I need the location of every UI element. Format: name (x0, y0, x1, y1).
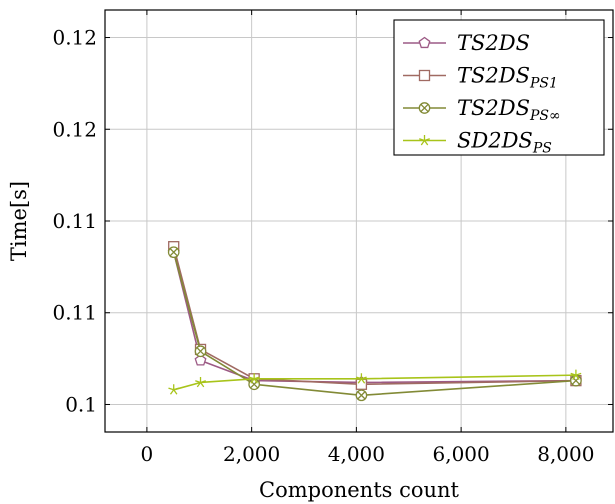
legend-label-main: SD2DS (457, 129, 533, 153)
series-group (167, 241, 582, 402)
y-tick-label: 0.11 (52, 209, 97, 233)
legend-label: TS2DS (457, 31, 530, 55)
y-tick-label: 0.1 (65, 392, 97, 416)
data-point (570, 369, 582, 380)
axis-ticks: 0 2,000 4,000 6,000 8,000 0.1 0.11 0.11 0.12 0.12 (52, 10, 613, 466)
series-4 (168, 369, 582, 395)
x-tick-label: 6,000 (432, 442, 489, 466)
data-point (167, 246, 180, 259)
data-point (168, 384, 180, 395)
data-point (194, 345, 207, 358)
data-point (355, 378, 368, 390)
y-tick-label: 0.12 (52, 117, 97, 141)
y-axis-label: Time[s] (7, 181, 31, 261)
y-tick-label: 0.12 (52, 26, 97, 50)
data-point (355, 389, 368, 402)
legend-label-subscript: PS (532, 141, 552, 157)
data-point (194, 354, 207, 366)
x-tick-label: 8,000 (537, 442, 594, 466)
series-line (172, 251, 576, 384)
legend-marker (418, 69, 431, 82)
legend-label-subscript: PS∞ (529, 108, 561, 124)
series-line (172, 246, 576, 386)
x-tick-label: 2,000 (223, 442, 280, 466)
legend-marker (418, 36, 431, 49)
legend-marker (418, 102, 431, 114)
legend-entry: TS2DSPS∞ (403, 96, 561, 124)
legend-label-subscript: PS1 (529, 76, 558, 92)
legend-entry: TS2DSPS1 (403, 64, 558, 92)
legend-label-main: TS2DS (457, 64, 530, 88)
data-point (570, 374, 582, 387)
legend-entry: TS2DS (403, 31, 530, 55)
legend-label-main: TS2DS (457, 31, 530, 55)
data-point (195, 376, 206, 388)
legend-marker (419, 135, 430, 146)
data-point (248, 373, 260, 384)
legend-label: SD2DSPS (457, 129, 552, 157)
legend-label: TS2DSPS∞ (457, 96, 561, 124)
series-2 (168, 241, 582, 390)
x-tick-label: 4,000 (328, 442, 385, 466)
series-3 (167, 246, 582, 402)
x-axis-label: Components count (259, 478, 460, 502)
y-tick-label: 0.11 (52, 301, 97, 325)
legend-label: TS2DSPS1 (457, 64, 558, 92)
x-tick-label: 0 (141, 442, 154, 466)
data-point (248, 378, 261, 391)
legend-entry: SD2DSPS (403, 129, 552, 157)
legend-label-main: TS2DS (457, 96, 530, 120)
data-point (355, 373, 367, 384)
